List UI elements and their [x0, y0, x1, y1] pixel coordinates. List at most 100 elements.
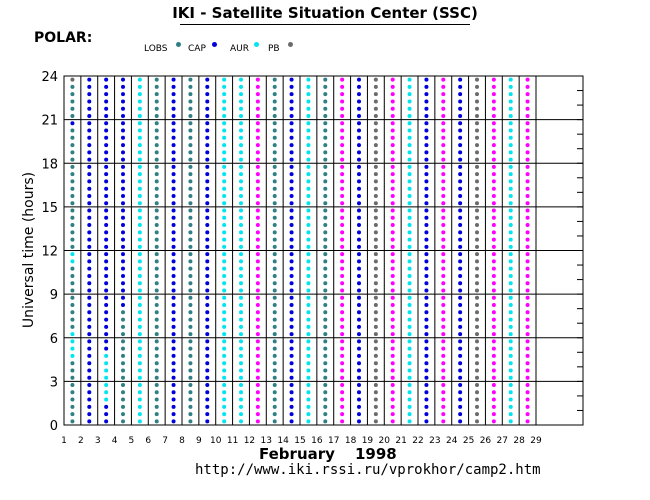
data-point	[70, 281, 75, 286]
data-point	[272, 368, 277, 373]
data-point	[70, 244, 75, 249]
data-point	[458, 288, 463, 293]
data-point	[289, 208, 294, 213]
data-point	[424, 237, 429, 242]
data-point	[289, 143, 294, 148]
data-point	[340, 281, 345, 286]
data-point	[255, 310, 260, 315]
data-point	[390, 375, 395, 380]
data-point	[306, 208, 311, 213]
data-point	[171, 295, 176, 300]
data-point	[239, 252, 243, 257]
data-point	[373, 157, 378, 162]
data-point	[357, 346, 361, 351]
data-point	[289, 106, 294, 111]
data-point	[222, 339, 227, 344]
data-point	[205, 150, 210, 155]
data-point	[222, 390, 227, 395]
x-tick-label: 15	[294, 436, 305, 446]
data-point	[357, 208, 361, 213]
data-point	[458, 230, 463, 235]
data-point	[154, 317, 159, 322]
data-point	[340, 273, 345, 278]
data-point	[205, 361, 210, 366]
data-point	[424, 353, 429, 358]
data-point	[306, 412, 311, 417]
data-point	[239, 164, 243, 169]
data-point	[255, 237, 260, 242]
data-point	[70, 143, 75, 148]
data-point	[188, 106, 193, 111]
data-point	[441, 121, 446, 126]
data-point	[390, 77, 395, 82]
data-point	[323, 281, 328, 286]
data-point	[137, 266, 142, 271]
data-point	[407, 252, 412, 257]
data-point	[104, 295, 109, 300]
data-point	[475, 310, 479, 315]
data-point	[508, 288, 513, 293]
data-point	[255, 223, 260, 228]
data-point	[475, 404, 479, 409]
data-point	[475, 99, 479, 104]
data-point	[323, 223, 328, 228]
data-point	[272, 390, 277, 395]
data-point	[424, 128, 429, 133]
data-point	[424, 273, 429, 278]
data-point	[188, 128, 193, 133]
data-point	[508, 230, 513, 235]
data-point	[340, 201, 345, 206]
x-tick-label: 1	[61, 436, 67, 446]
data-point	[323, 310, 328, 315]
data-point	[205, 186, 210, 191]
data-point	[239, 186, 243, 191]
data-point	[239, 324, 243, 329]
data-point	[121, 179, 125, 184]
source-url[interactable]: http://www.iki.rssi.ru/vprokhor/camp2.ht…	[195, 462, 541, 478]
data-point	[441, 208, 446, 213]
data-point	[340, 397, 345, 402]
data-point	[154, 135, 159, 140]
data-point	[357, 303, 361, 308]
data-point	[137, 346, 142, 351]
data-point	[87, 332, 92, 337]
data-point	[255, 266, 260, 271]
data-point	[205, 215, 210, 220]
data-point	[87, 303, 92, 308]
data-point	[205, 106, 210, 111]
data-point	[340, 172, 345, 177]
data-point	[441, 84, 446, 89]
data-point	[424, 324, 429, 329]
data-point	[458, 412, 463, 417]
data-point	[205, 397, 210, 402]
data-point	[188, 368, 193, 373]
data-point	[121, 324, 125, 329]
data-point	[222, 186, 227, 191]
data-point	[70, 186, 75, 191]
data-point	[458, 397, 463, 402]
data-point	[357, 135, 361, 140]
data-point	[121, 193, 125, 198]
data-point	[390, 208, 395, 213]
data-point	[306, 186, 311, 191]
data-point	[373, 201, 378, 206]
data-point	[104, 84, 109, 89]
data-point	[475, 121, 479, 126]
data-point	[154, 368, 159, 373]
data-point	[137, 128, 142, 133]
data-point	[373, 77, 378, 82]
data-point	[104, 266, 109, 271]
data-point	[222, 353, 227, 358]
data-point	[121, 157, 125, 162]
data-point	[508, 99, 513, 104]
data-point	[137, 215, 142, 220]
data-point	[255, 208, 260, 213]
data-point	[205, 143, 210, 148]
data-point	[239, 113, 243, 118]
data-point	[188, 215, 193, 220]
data-point	[390, 317, 395, 322]
data-point	[306, 143, 311, 148]
data-point	[104, 317, 109, 322]
data-point	[121, 164, 125, 169]
data-point	[441, 412, 446, 417]
